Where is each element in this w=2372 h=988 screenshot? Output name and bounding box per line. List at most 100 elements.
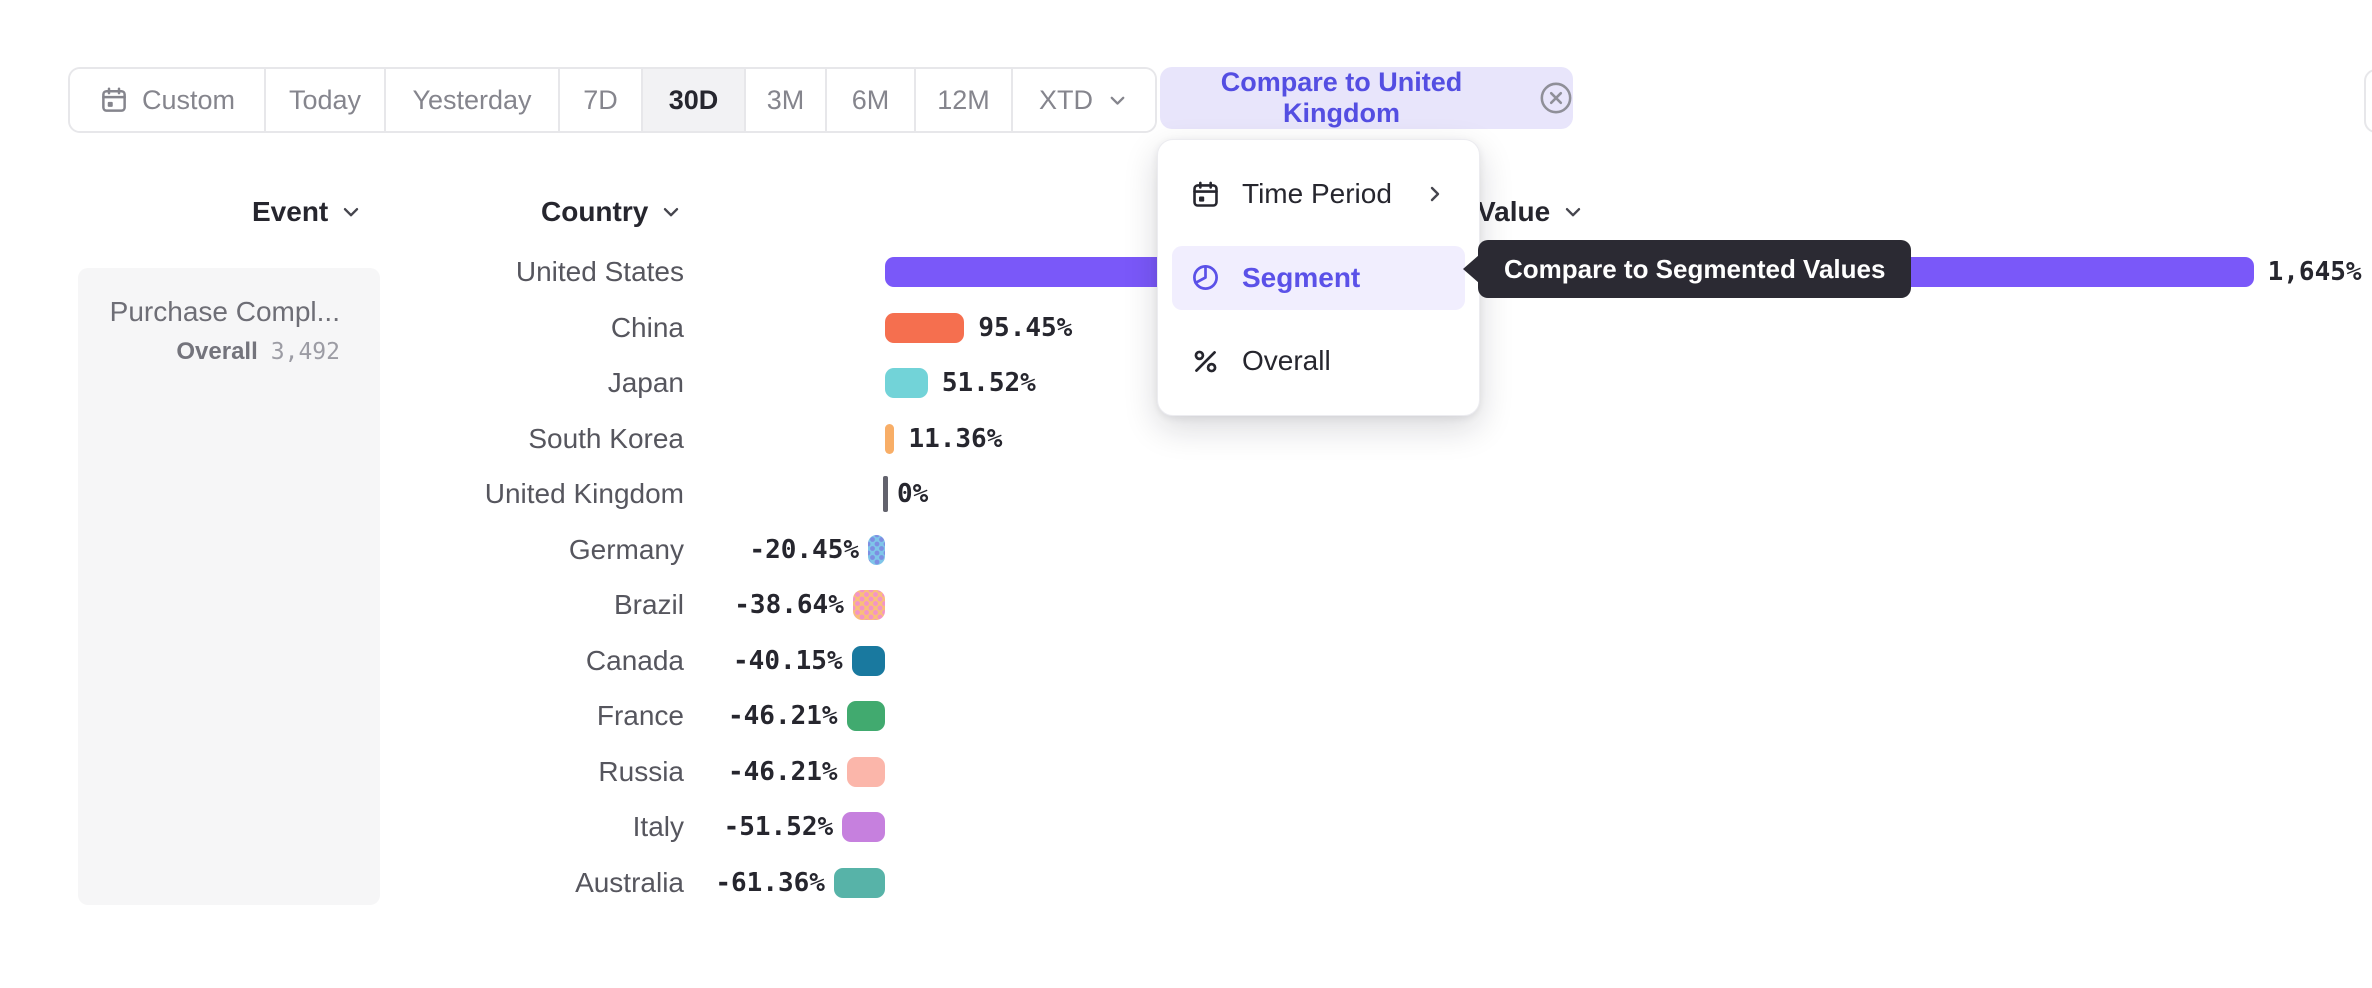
chevron-down-icon: [659, 200, 683, 224]
value-label: -46.21%: [727, 701, 838, 731]
date-range-label: 3M: [766, 84, 805, 115]
date-range-today[interactable]: Today: [266, 69, 386, 131]
bar-germany[interactable]: [867, 534, 885, 565]
chart-row: France -46.21%: [0, 688, 2372, 744]
chart-row: China 95.45%: [0, 300, 2372, 356]
value-label: -20.45%: [749, 534, 859, 565]
country-column-label: Country: [541, 196, 649, 227]
baseline-tick: [883, 476, 888, 512]
chevron-down-icon: [1106, 89, 1129, 112]
chevron-right-icon: [1423, 182, 1447, 206]
value-label: 1,645%: [2267, 257, 2362, 287]
tooltip-arrow-left: [1463, 255, 1479, 283]
date-range-6m[interactable]: 6M: [827, 69, 916, 131]
compare-button-label: Compare to United Kingdom: [1220, 67, 1463, 128]
column-header-value[interactable]: Value: [1477, 194, 1585, 230]
tooltip: Compare to Segmented Values: [1463, 240, 1912, 298]
date-range-7d[interactable]: 7D: [560, 69, 643, 131]
date-range-label: 6M: [851, 84, 890, 115]
tooltip-text: Compare to Segmented Values: [1504, 253, 1886, 284]
value-label: -61.36%: [715, 867, 825, 898]
country-label: China: [610, 311, 684, 343]
calendar-icon: [99, 85, 129, 115]
date-range-label: Today: [288, 84, 362, 115]
bar-russia[interactable]: [846, 756, 885, 787]
bar-china[interactable]: [885, 312, 965, 343]
chart-row: Canada -40.15%: [0, 633, 2372, 689]
overall-value: 3,492: [270, 339, 340, 365]
country-label: France: [596, 700, 684, 731]
column-header-event[interactable]: Event: [252, 194, 363, 230]
bar-australia[interactable]: [833, 867, 885, 898]
bar-canada[interactable]: [851, 645, 885, 676]
calendar-icon: [1190, 179, 1221, 210]
country-label: United Kingdom: [484, 478, 684, 509]
compare-to-segment-button[interactable]: Compare to United Kingdom: [1160, 67, 1573, 129]
value-label: 0%: [897, 479, 929, 509]
bar-france[interactable]: [846, 701, 885, 731]
chart-row: South Korea 11.36%: [0, 411, 2372, 467]
date-range-label: Custom: [141, 84, 236, 115]
date-range-yesterday[interactable]: Yesterday: [386, 69, 560, 131]
event-overall-row: Overall 3,492: [78, 336, 340, 368]
event-title: Purchase Compl...: [109, 296, 340, 327]
chart-row: Germany -20.45%: [0, 522, 2372, 578]
segment-icon: [1190, 262, 1221, 293]
date-range-12m[interactable]: 12M: [916, 69, 1013, 131]
country-label: Canada: [585, 644, 684, 676]
column-header-country[interactable]: Country: [541, 194, 683, 230]
value-label: -46.21%: [727, 756, 838, 787]
bar-italy[interactable]: [842, 812, 885, 842]
country-label: Germany: [568, 533, 684, 565]
value-column-label: Value: [1477, 196, 1551, 227]
date-range-label: 30D: [668, 84, 719, 115]
value-label: -38.64%: [734, 590, 844, 620]
chevron-down-icon: [1561, 200, 1585, 224]
country-label: Australia: [575, 866, 684, 898]
bar-south-korea[interactable]: [885, 423, 895, 454]
date-range-label: 7D: [583, 84, 618, 115]
event-column-label: Event: [252, 196, 329, 227]
date-range-custom[interactable]: Custom: [70, 69, 266, 131]
value-label: 11.36%: [908, 423, 1003, 454]
date-range-xtd[interactable]: XTD: [1013, 69, 1155, 131]
country-label: Russia: [598, 755, 684, 787]
compare-dropdown-menu: Time Period Segment Overall: [1157, 139, 1480, 416]
value-label: -40.15%: [733, 645, 843, 676]
date-range-3m[interactable]: 3M: [746, 69, 827, 131]
value-label: -51.52%: [723, 812, 834, 842]
chevron-down-icon: [339, 200, 363, 224]
menu-item-label: Overall: [1242, 345, 1331, 376]
date-range-label: XTD: [1039, 84, 1093, 115]
menu-item-label: Time Period: [1242, 178, 1392, 209]
date-range-label: 12M: [937, 84, 990, 115]
percent-icon: [1190, 346, 1221, 377]
chart-row: Australia -61.36%: [0, 855, 2372, 911]
value-label: 95.45%: [978, 312, 1073, 343]
country-label: Brazil: [613, 589, 684, 620]
event-series-card[interactable]: Purchase Compl... Overall 3,492: [78, 268, 380, 905]
country-label: Italy: [632, 811, 684, 842]
chart-row: Italy -51.52%: [0, 799, 2372, 855]
bar-japan[interactable]: [885, 368, 928, 398]
overall-label: Overall: [176, 338, 258, 365]
chart-row: Brazil -38.64%: [0, 577, 2372, 633]
menu-item-label: Segment: [1242, 261, 1361, 293]
menu-item-overall[interactable]: Overall: [1172, 329, 1465, 393]
menu-item-time-period[interactable]: Time Period: [1172, 162, 1465, 226]
menu-item-segment[interactable]: Segment: [1172, 245, 1465, 310]
circle-x-icon[interactable]: [1539, 81, 1573, 115]
bar-brazil[interactable]: [852, 590, 885, 620]
country-label: Japan: [607, 367, 684, 398]
chart-row: Russia -46.21%: [0, 744, 2372, 800]
chart-row: United Kingdom 0%: [0, 466, 2372, 522]
date-range-30d[interactable]: 30D: [643, 69, 746, 131]
date-range-toolbar: Custom Today Yesterday 7D 30D 3M 6M 12M XTD: [68, 67, 1157, 133]
value-label: 51.52%: [941, 368, 1036, 398]
country-label: South Korea: [528, 422, 684, 454]
date-range-label: Yesterday: [412, 84, 532, 115]
chart-row: Japan 51.52%: [0, 355, 2372, 411]
country-label: United States: [515, 256, 684, 287]
